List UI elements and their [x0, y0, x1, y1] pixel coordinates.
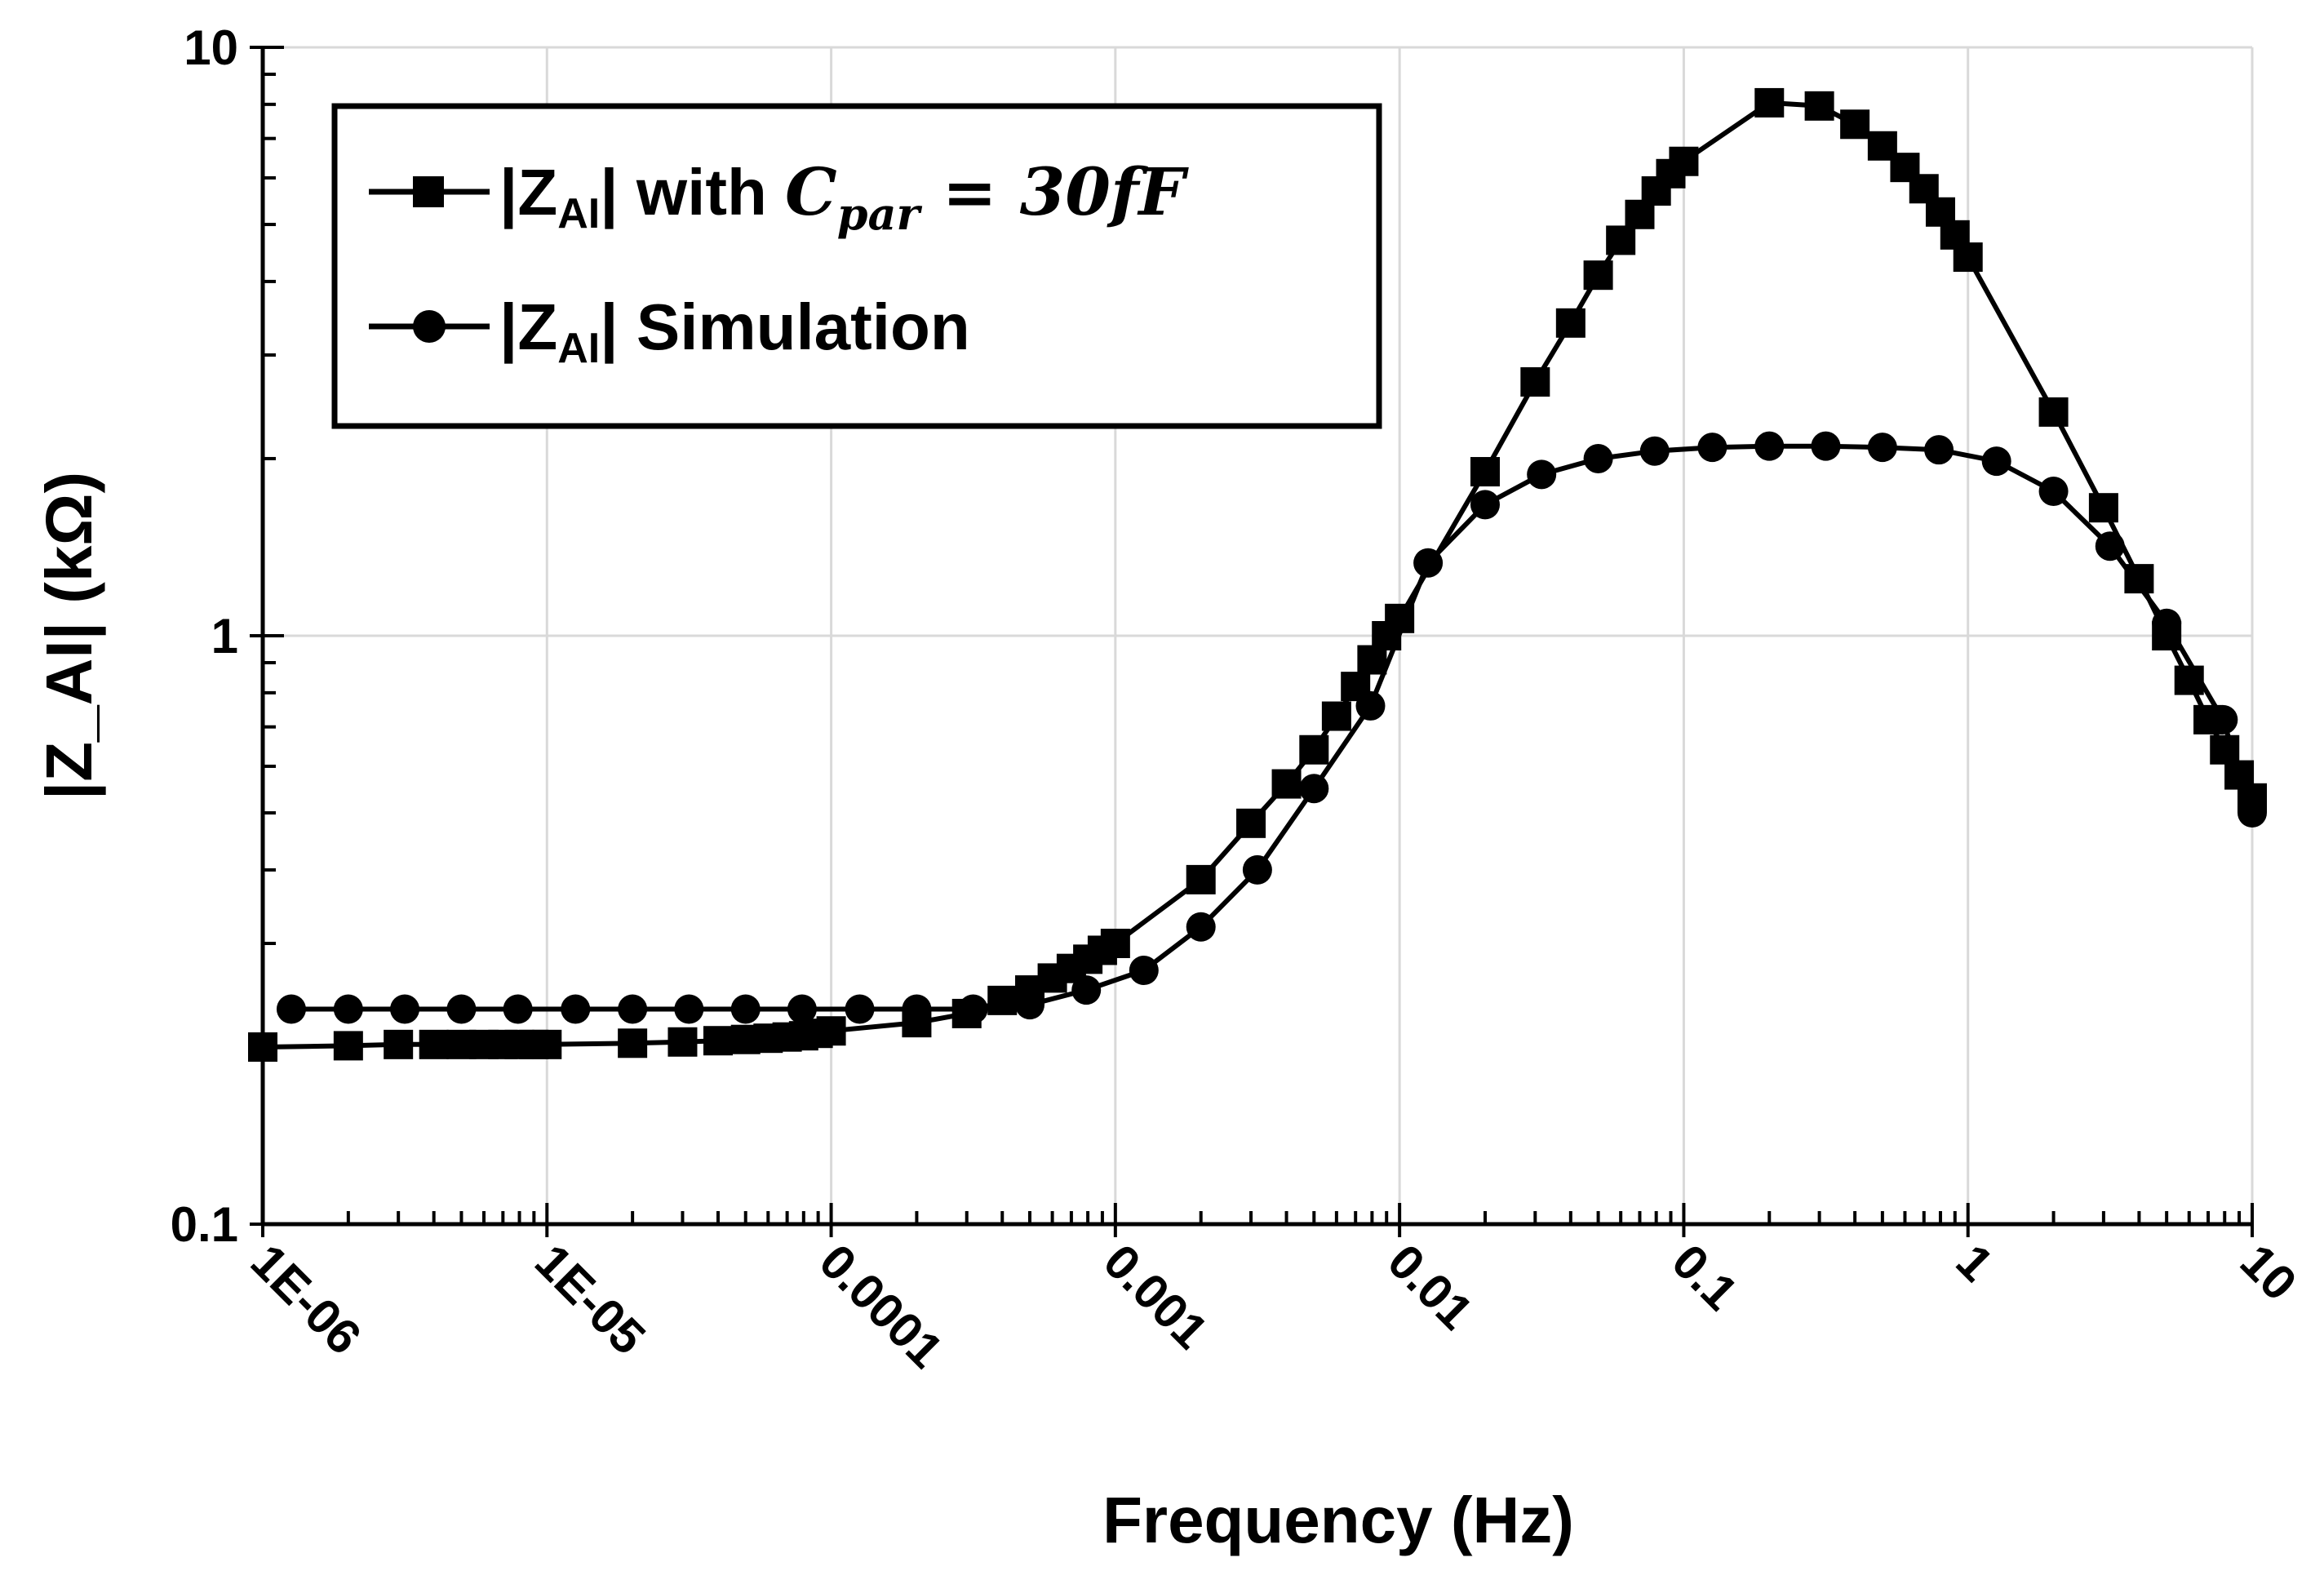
circle-marker — [1470, 490, 1500, 520]
legend-item: |ZAI| with Cpar = 30fF — [369, 153, 1189, 240]
series-line — [291, 443, 2255, 1012]
circle-marker — [845, 994, 875, 1024]
circle-marker — [958, 994, 988, 1024]
legend-label: |ZAI| Simulation — [499, 291, 970, 372]
square-marker — [1606, 225, 1636, 255]
circle-marker — [1355, 690, 1386, 721]
circle-marker — [674, 994, 704, 1024]
circle-marker — [1015, 990, 1045, 1020]
circle-marker — [1071, 975, 1102, 1005]
legend-square-marker — [413, 176, 444, 207]
square-marker — [1271, 769, 1302, 799]
square-marker — [667, 1027, 698, 1057]
square-marker — [1236, 808, 1266, 838]
circle-marker — [902, 994, 932, 1024]
x-tick-label: 1E-06 — [241, 1234, 372, 1365]
circle-marker — [2095, 531, 2125, 561]
circle-marker — [1413, 548, 1444, 578]
square-marker — [1470, 457, 1500, 487]
square-marker — [1520, 366, 1550, 397]
circle-marker — [787, 994, 817, 1024]
circle-marker — [2208, 704, 2238, 734]
circle-marker — [1981, 446, 2011, 477]
square-marker — [703, 1026, 733, 1056]
circle-marker — [730, 994, 761, 1024]
x-tick-label: 0.0001 — [809, 1234, 953, 1378]
legend: |ZAI| with Cpar = 30fF |ZAI| Simulation — [331, 103, 1382, 429]
square-marker — [1754, 87, 1785, 118]
x-tick-label: 0.1 — [1661, 1234, 1748, 1320]
circle-marker — [503, 994, 533, 1024]
circle-marker — [2038, 476, 2069, 506]
circle-marker — [1242, 854, 1272, 885]
y-axis-title: |Z_AI| (kΩ) — [33, 472, 106, 800]
square-marker — [2088, 493, 2118, 523]
square-marker — [248, 1032, 277, 1062]
square-marker — [419, 1029, 449, 1059]
circle-marker — [276, 994, 306, 1024]
circle-marker — [1186, 912, 1216, 942]
square-marker — [1953, 242, 1983, 273]
circle-marker — [446, 994, 477, 1024]
square-marker — [1804, 91, 1834, 121]
legend-item: |ZAI| Simulation — [369, 291, 970, 372]
square-marker — [1669, 146, 1699, 176]
square-marker — [333, 1031, 363, 1061]
x-tick-label: 10 — [2230, 1234, 2308, 1311]
square-marker — [2038, 397, 2069, 427]
x-tick-label: 0.01 — [1377, 1234, 1484, 1340]
circle-marker — [1924, 435, 1954, 465]
series-simulation — [276, 431, 2267, 1024]
square-marker — [816, 1016, 846, 1046]
square-marker — [1583, 260, 1613, 291]
square-marker — [1555, 308, 1586, 338]
circle-marker — [2238, 798, 2267, 828]
y-tick-label: 1 — [211, 609, 238, 663]
circle-marker — [1299, 774, 1329, 804]
series-layer — [248, 87, 2267, 1062]
circle-marker — [1639, 436, 1670, 466]
circle-marker — [1129, 955, 1159, 985]
y-tick-label: 0.1 — [171, 1197, 238, 1252]
circle-marker — [1583, 443, 1613, 473]
circle-marker — [390, 994, 420, 1024]
square-marker — [1186, 864, 1216, 894]
circle-marker — [561, 994, 591, 1024]
square-marker — [384, 1029, 414, 1059]
square-marker — [618, 1028, 648, 1058]
square-marker — [1100, 928, 1130, 958]
circle-marker — [618, 994, 648, 1024]
circle-marker — [1527, 459, 1557, 490]
x-axis-title: Frequency (Hz) — [1102, 1484, 1574, 1556]
x-tick-label: 0.001 — [1093, 1234, 1219, 1360]
circle-marker — [1811, 431, 1841, 461]
square-marker — [1840, 109, 1870, 140]
legend-box — [331, 103, 1382, 429]
square-marker — [532, 1029, 562, 1059]
square-marker — [1321, 701, 1351, 731]
legend-circle-marker — [413, 310, 446, 343]
circle-marker — [2152, 608, 2182, 638]
circle-marker — [1697, 433, 1727, 463]
y-axis-title-text: |Z_AI| (kΩ) — [33, 472, 106, 800]
circle-marker — [333, 994, 363, 1024]
circle-marker — [1754, 431, 1785, 461]
legend-label: |ZAI| with Cpar = 30fF — [499, 153, 1189, 240]
square-marker — [1299, 734, 1329, 765]
square-marker — [987, 985, 1018, 1015]
y-tick-label: 10 — [184, 20, 238, 75]
circle-marker — [1867, 433, 1897, 463]
x-tick-label: 1E-05 — [525, 1234, 656, 1365]
x-tick-label: 1 — [1946, 1234, 2004, 1292]
